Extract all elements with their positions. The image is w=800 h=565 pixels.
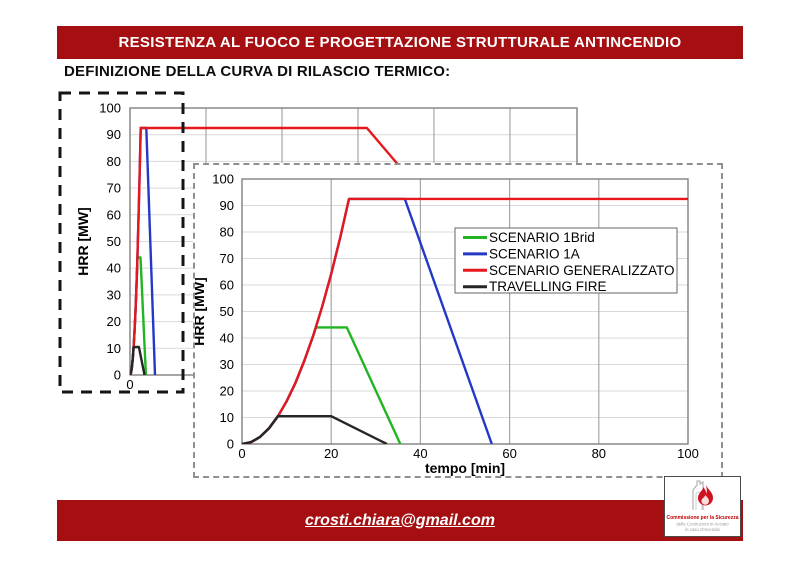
x-tick-label: 60 [502, 446, 516, 461]
y-tick-label: 50 [220, 304, 234, 319]
plot-border [241, 178, 689, 445]
y-tick-label: 40 [220, 331, 234, 346]
back-chart-dashed-frame [58, 91, 185, 394]
x-tick-label: 0 [126, 377, 133, 392]
logo-text-line2: delle Costruzioni in Acciaio [676, 522, 729, 527]
y-tick-label: 60 [220, 278, 234, 293]
legend-label: SCENARIO 1A [489, 246, 580, 261]
logo-box: Commissione per la Sicurezza delle Costr… [664, 476, 741, 537]
logo-graphic: Commissione per la Sicurezza delle Costr… [667, 480, 739, 532]
y-axis-label: HRR [MW] [75, 207, 91, 275]
x-tick-label: 20 [324, 446, 338, 461]
y-tick-label: 100 [99, 101, 121, 116]
series-line [242, 414, 388, 444]
x-tick-label: 40 [413, 446, 427, 461]
y-tick-label: 60 [107, 207, 121, 222]
y-tick-label: 80 [107, 154, 121, 169]
y-tick-label: 10 [220, 410, 234, 425]
y-tick-label: 30 [220, 357, 234, 372]
y-tick-label: 50 [107, 234, 121, 249]
front-chart: 0 10 20 30 40 50 60 70 80 90 100 0 20 40 60 80 100 HRR [M… [195, 172, 699, 477]
y-axis-label: HRR [MW] [195, 277, 207, 345]
y-tick-label: 100 [212, 172, 234, 187]
y-tick-label: 10 [107, 341, 121, 356]
y-tick-label: 40 [107, 261, 121, 276]
title-banner: RESISTENZA AL FUOCO E PROGETTAZIONE STRU… [57, 26, 743, 59]
y-tick-label: 0 [227, 437, 234, 452]
slide-title: RESISTENZA AL FUOCO E PROGETTAZIONE STRU… [118, 34, 682, 51]
flame-inner-icon [701, 495, 709, 505]
logo-text-line3: in caso d'Incendio [685, 527, 721, 532]
legend-label: SCENARIO GENERALIZZATO [489, 263, 675, 278]
y-tick-label: 70 [220, 251, 234, 266]
x-axis-label: tempo [min] [425, 460, 505, 476]
y-tick-label: 30 [107, 287, 121, 302]
logo-text-line1: Commissione per la Sicurezza [667, 515, 739, 521]
series-line [130, 345, 146, 375]
y-tick-label: 90 [220, 198, 234, 213]
legend-label: TRAVELLING FIRE [489, 279, 607, 294]
footer-banner: crosti.chiara@gmail.com [57, 500, 743, 541]
y-tick-label: 80 [220, 225, 234, 240]
slide-subtitle: DEFINIZIONE DELLA CURVA DI RILASCIO TERM… [64, 63, 451, 80]
y-tick-label: 70 [107, 181, 121, 196]
x-tick-label: 0 [238, 446, 245, 461]
y-tick-label: 20 [107, 314, 121, 329]
x-tick-label: 80 [592, 446, 606, 461]
front-chart-panel: 0 10 20 30 40 50 60 70 80 90 100 0 20 40 60 80 100 HRR [M… [193, 163, 723, 478]
legend-box [454, 227, 678, 294]
legend-label: SCENARIO 1Brid [489, 230, 595, 245]
y-tick-label: 90 [107, 127, 121, 142]
email-link[interactable]: crosti.chiara@gmail.com [305, 511, 495, 529]
y-tick-label: 0 [114, 368, 121, 383]
x-tick-label: 100 [677, 446, 699, 461]
y-tick-label: 20 [220, 384, 234, 399]
